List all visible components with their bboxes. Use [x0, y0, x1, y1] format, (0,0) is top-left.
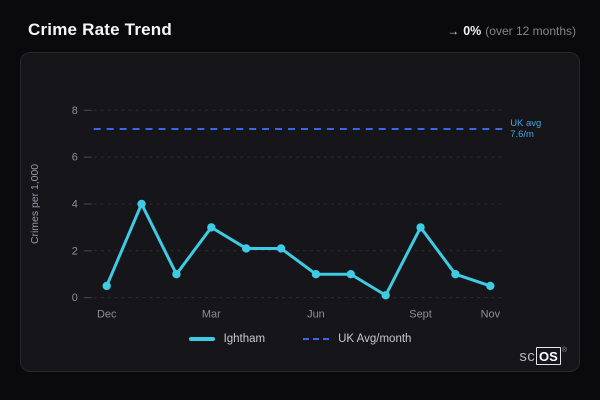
page-title: Crime Rate Trend [28, 20, 172, 39]
registered-trademark-icon: ® [561, 347, 567, 354]
y-tick-label: 8 [72, 105, 78, 117]
data-point-marker [137, 199, 146, 209]
data-point-marker [276, 244, 286, 253]
data-point-marker [381, 291, 390, 300]
trend-summary: → 0% (over 12 months) [447, 24, 576, 38]
x-tick-label: Sept [409, 309, 432, 321]
crime-trend-chart: 0 2 4 6 8 Dec Mar Jun Sept Nov Crimes per 1,000 UK … [30, 105, 541, 321]
data-point-marker [172, 270, 181, 279]
y-tick-label: 6 [72, 152, 78, 164]
x-tick-label: Dec [97, 309, 117, 321]
legend-label-ightham: Ightham [223, 333, 266, 345]
logo-box-text: OS [536, 347, 561, 365]
crime-series-line [105, 202, 492, 297]
uk-avg-reference-label: 7.6/m [510, 129, 534, 140]
x-tick-label: Nov [481, 309, 501, 321]
page-header: Crime Rate Trend → 0% (over 12 months) [0, 0, 600, 52]
legend-dashed-line-sample [303, 338, 330, 340]
logo-prefix-text: sc [519, 348, 536, 365]
data-point-marker [102, 281, 111, 291]
data-point-marker [486, 281, 495, 291]
data-point-marker [346, 270, 356, 279]
chart-legend: Ightham UK Avg/month [188, 333, 411, 345]
data-point-marker [311, 270, 321, 279]
x-tick-label: Mar [202, 309, 221, 321]
trend-value: 0% [463, 24, 482, 38]
y-tick-label: 0 [72, 292, 78, 304]
data-point-marker [207, 223, 216, 232]
y-tick-label: 4 [72, 198, 78, 210]
legend-item-ightham: Ightham [188, 333, 266, 345]
y-tick-label: 2 [72, 245, 78, 257]
uk-avg-reference-label: UK avg [510, 118, 541, 129]
data-point-marker [242, 244, 251, 253]
scos-logo: sc OS ® [519, 347, 567, 365]
x-tick-label: Jun [307, 309, 325, 321]
legend-label-uk-avg: UK Avg/month [338, 333, 412, 345]
y-axis-label: Crimes per 1,000 [30, 164, 41, 244]
data-point-marker [416, 223, 425, 232]
trend-arrow-icon: → [447, 24, 460, 38]
legend-solid-line-sample [188, 337, 215, 341]
data-point-marker [451, 270, 460, 279]
trend-caption: (over 12 months) [485, 24, 576, 38]
chart-card: 0 2 4 6 8 Dec Mar Jun Sept Nov Crimes per 1,000 UK … [20, 52, 580, 372]
legend-item-uk-avg: UK Avg/month [303, 333, 411, 345]
